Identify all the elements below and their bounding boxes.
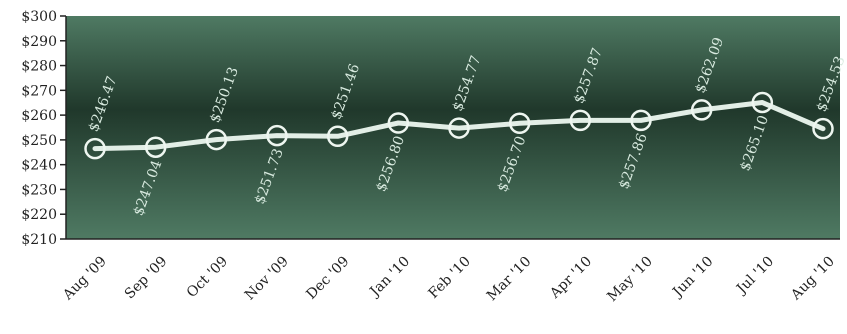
x-tick-label: Sep '09 bbox=[122, 254, 171, 303]
data-point bbox=[751, 91, 774, 114]
y-axis: $210 $220 $230 $240 $250 $260 $270 $280 $290 $300 bbox=[21, 9, 67, 248]
data-point bbox=[812, 117, 834, 140]
y-tick-label: $220 bbox=[21, 207, 57, 223]
data-point bbox=[387, 112, 410, 134]
y-tick-label: $280 bbox=[21, 59, 57, 75]
data-point bbox=[508, 112, 531, 135]
data-point bbox=[266, 124, 288, 147]
x-tick-label: Jan '10 bbox=[366, 254, 413, 301]
data-point bbox=[448, 117, 470, 139]
x-tick-label: Feb '10 bbox=[426, 254, 474, 302]
data-point bbox=[84, 137, 106, 160]
data-point bbox=[205, 128, 228, 151]
x-tick-label: Jul '10 bbox=[732, 254, 777, 299]
y-tick-label: $300 bbox=[21, 9, 57, 25]
data-point bbox=[630, 109, 652, 132]
y-tick-label: $210 bbox=[21, 232, 57, 248]
y-tick-label: $290 bbox=[21, 34, 57, 50]
x-tick-label: Mar '10 bbox=[484, 254, 535, 305]
data-point bbox=[144, 136, 167, 158]
y-tick-label: $240 bbox=[21, 158, 57, 174]
y-tick-label: $250 bbox=[21, 133, 57, 149]
x-tick-label: Jun '10 bbox=[669, 254, 717, 302]
x-tick-label: Oct '09 bbox=[184, 254, 231, 301]
x-tick-label: Aug '09 bbox=[59, 254, 109, 304]
x-tick-label: Dec '09 bbox=[303, 254, 352, 303]
data-point bbox=[690, 99, 713, 121]
data-point bbox=[326, 125, 349, 148]
y-tick-label: $270 bbox=[21, 83, 57, 99]
x-tick-label: Nov '09 bbox=[242, 254, 292, 304]
x-tick-label: May '10 bbox=[604, 254, 655, 305]
x-tick-label: Aug '10 bbox=[787, 254, 837, 304]
y-tick-label: $260 bbox=[21, 108, 57, 124]
x-axis: Aug '09 Sep '09 Oct '09 Nov '09 Dec '09 Jan '… bbox=[59, 238, 840, 305]
y-tick-label: $230 bbox=[21, 182, 57, 198]
data-markers bbox=[84, 91, 834, 160]
series-line bbox=[92, 100, 826, 152]
x-tick-label: Apr '10 bbox=[546, 254, 595, 303]
data-point bbox=[569, 109, 592, 132]
